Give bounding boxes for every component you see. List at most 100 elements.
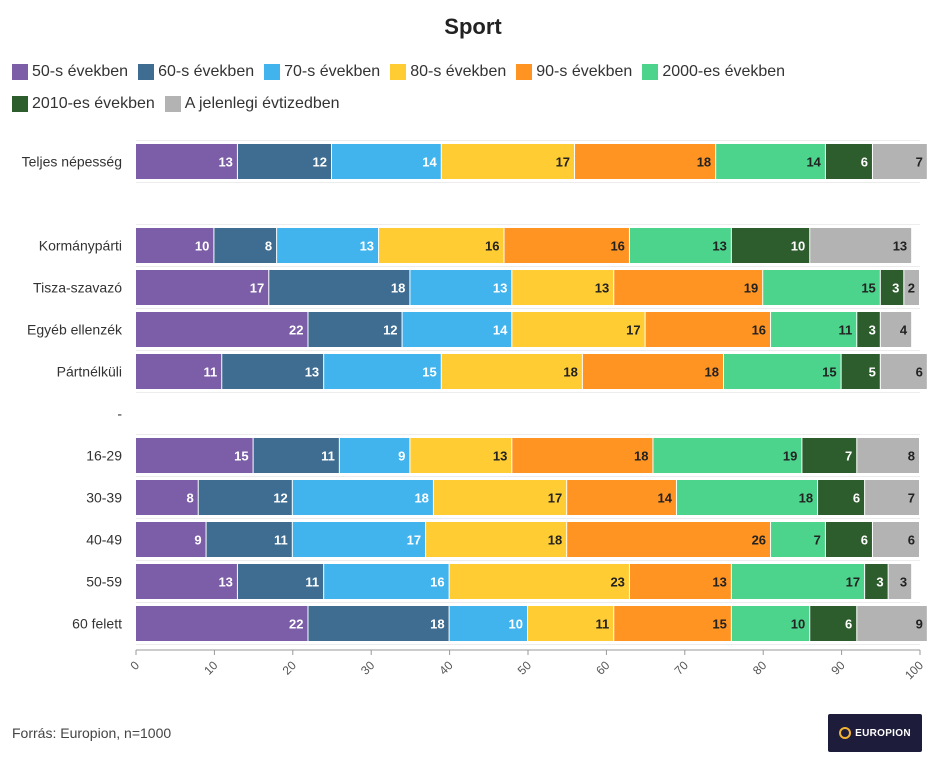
data-label: 6 <box>916 365 923 380</box>
data-label: 12 <box>383 323 397 338</box>
bar-segment <box>222 354 324 389</box>
data-label: 11 <box>839 323 853 338</box>
data-label: 9 <box>398 449 405 464</box>
category-label: - <box>117 406 122 422</box>
legend-label: 90-s években <box>536 63 633 80</box>
bar-segment <box>880 354 927 389</box>
bar-segment <box>308 606 449 641</box>
data-label: 5 <box>869 365 876 380</box>
legend: 50-s években 60-s években 70-s években 80-s… <box>12 62 912 114</box>
bar-segment <box>614 606 731 641</box>
legend-item[interactable]: 80-s években <box>390 62 506 82</box>
bar-segment <box>237 564 324 599</box>
bar-segment <box>645 312 771 347</box>
legend-label: 60-s években <box>158 63 255 80</box>
bar-segment <box>676 480 818 515</box>
data-label: 16 <box>752 323 766 338</box>
data-label: 3 <box>892 281 899 296</box>
bar-segment <box>433 480 567 515</box>
chart-title: Sport <box>444 14 502 39</box>
bar-segment <box>206 522 292 557</box>
legend-swatch <box>390 64 407 80</box>
legend-item[interactable]: 50-s években <box>12 62 128 82</box>
logo-icon <box>839 727 852 739</box>
data-label: 14 <box>493 323 508 338</box>
data-label: 8 <box>265 239 272 254</box>
bar-segment <box>888 564 912 599</box>
bar-segment <box>880 270 904 305</box>
bar-segment <box>771 522 825 557</box>
bar-segment <box>629 564 731 599</box>
legend-label: 80-s években <box>410 63 507 80</box>
bar-segment <box>449 564 629 599</box>
data-label: 18 <box>391 281 405 296</box>
bar-segment <box>277 228 379 263</box>
legend-swatch <box>12 96 28 112</box>
data-label: 15 <box>712 617 726 632</box>
bar-segment <box>512 270 614 305</box>
data-label: 18 <box>697 155 711 170</box>
bar-segment <box>136 228 214 263</box>
category-label: Kormánypárti <box>39 238 122 254</box>
x-tick-label: 80 <box>750 658 770 678</box>
bar-segment <box>763 270 880 305</box>
bar-segment <box>402 312 512 347</box>
source-note: Forrás: Europion, n=1000 <box>12 725 172 741</box>
data-label: 15 <box>822 365 836 380</box>
x-tick-label: 0 <box>127 658 142 673</box>
bar-segment <box>214 228 277 263</box>
data-label: 19 <box>783 449 797 464</box>
bar-segment <box>614 270 763 305</box>
bar-segment <box>136 438 253 473</box>
data-label: 12 <box>273 491 287 506</box>
data-label: 2 <box>908 281 915 296</box>
bar-segment <box>292 522 426 557</box>
data-label: 15 <box>861 281 875 296</box>
data-label: 11 <box>305 575 319 590</box>
data-label: 4 <box>900 323 908 338</box>
data-label: 17 <box>407 533 421 548</box>
data-label: 10 <box>195 239 209 254</box>
data-label: 17 <box>548 491 562 506</box>
data-label: 16 <box>485 239 499 254</box>
data-label: 18 <box>705 365 719 380</box>
x-tick-label: 60 <box>593 658 613 678</box>
bar-segment <box>136 606 308 641</box>
x-tick-label: 10 <box>201 658 221 678</box>
bar-segment <box>136 144 237 179</box>
data-label: 17 <box>250 281 264 296</box>
bar-segment <box>716 144 825 179</box>
data-label: 14 <box>422 155 437 170</box>
data-label: 13 <box>893 239 907 254</box>
data-label: 13 <box>493 449 507 464</box>
legend-item[interactable]: 70-s években <box>264 62 380 82</box>
data-label: 15 <box>234 449 248 464</box>
legend-label: 50-s években <box>32 63 129 80</box>
legend-swatch <box>516 64 533 80</box>
logo-text: EUROPION <box>855 727 911 739</box>
data-label: 9 <box>194 533 201 548</box>
legend-swatch <box>12 64 28 80</box>
bar-segment <box>567 522 771 557</box>
data-label: 9 <box>916 617 923 632</box>
bar-segment <box>136 480 198 515</box>
bar-segment <box>136 270 269 305</box>
bar-segment <box>449 606 527 641</box>
legend-item[interactable]: 90-s években <box>516 62 632 82</box>
legend-item[interactable]: 2010-es években <box>12 94 155 114</box>
bar-segment <box>880 312 912 347</box>
legend-item[interactable]: A jelenlegi évtizedben <box>164 94 340 114</box>
bar-segment <box>136 312 308 347</box>
legend-label: 2010-es években <box>32 95 155 112</box>
data-label: 14 <box>657 491 672 506</box>
data-label: 13 <box>595 281 609 296</box>
data-label: 6 <box>845 617 852 632</box>
bar-segment <box>731 606 810 641</box>
category-label: 16-29 <box>86 448 122 464</box>
bar-segment <box>825 522 872 557</box>
legend-swatch <box>164 96 181 112</box>
data-label: 10 <box>791 239 805 254</box>
legend-item[interactable]: 2000-es években <box>642 62 785 82</box>
legend-item[interactable]: 60-s években <box>138 62 254 82</box>
data-label: 13 <box>218 575 232 590</box>
